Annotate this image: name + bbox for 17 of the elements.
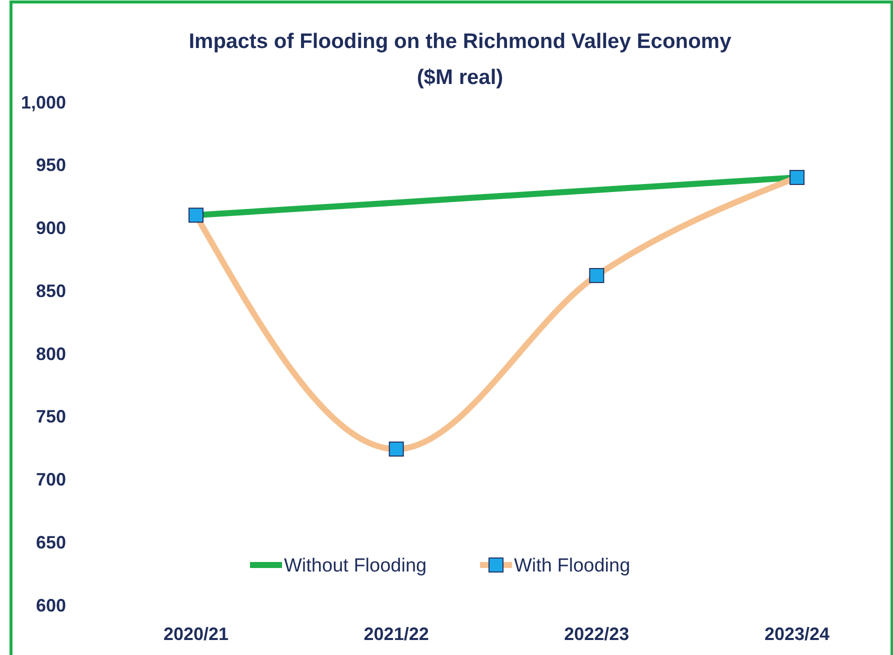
y-tick-label: 700 (36, 470, 66, 490)
y-tick-label: 800 (36, 344, 66, 364)
x-tick-label: 2020/21 (163, 624, 229, 644)
y-tick-label: 900 (36, 218, 66, 238)
y-tick-label: 1,000 (20, 92, 66, 112)
x-tick-label: 2021/22 (364, 624, 429, 644)
legend-label: With Flooding (514, 556, 630, 577)
y-tick-label: 850 (36, 280, 66, 301)
x-tick-label: 2022/23 (564, 624, 630, 644)
x-tick-label: 2023/24 (764, 624, 830, 644)
chart-subtitle: ($M real) (416, 66, 504, 89)
y-tick-label: 600 (36, 595, 66, 616)
chart-title: Impacts of Flooding on the Richmond Valley Economy (188, 30, 732, 53)
y-tick-label: 750 (36, 406, 66, 427)
y-tick-label: 950 (36, 155, 66, 176)
legend-label: Without Flooding (284, 556, 427, 577)
y-tick-label: 650 (36, 532, 66, 552)
